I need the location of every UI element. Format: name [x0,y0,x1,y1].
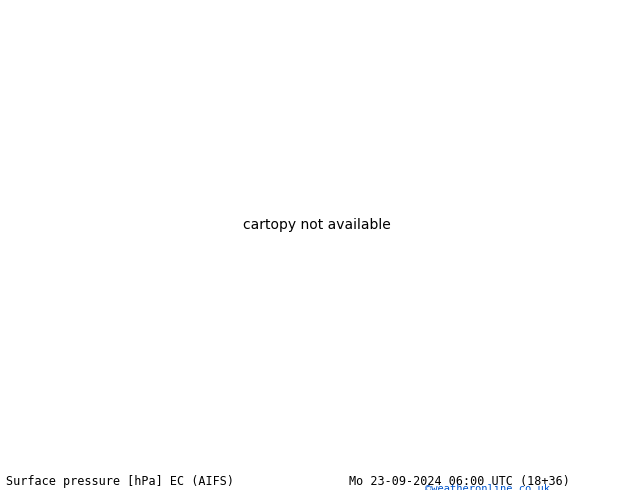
Text: Mo 23-09-2024 06:00 UTC (18+36): Mo 23-09-2024 06:00 UTC (18+36) [349,474,569,488]
Text: cartopy not available: cartopy not available [243,219,391,232]
Text: ©weatheronline.co.uk: ©weatheronline.co.uk [425,484,550,490]
Text: Surface pressure [hPa] EC (AIFS): Surface pressure [hPa] EC (AIFS) [6,474,235,488]
